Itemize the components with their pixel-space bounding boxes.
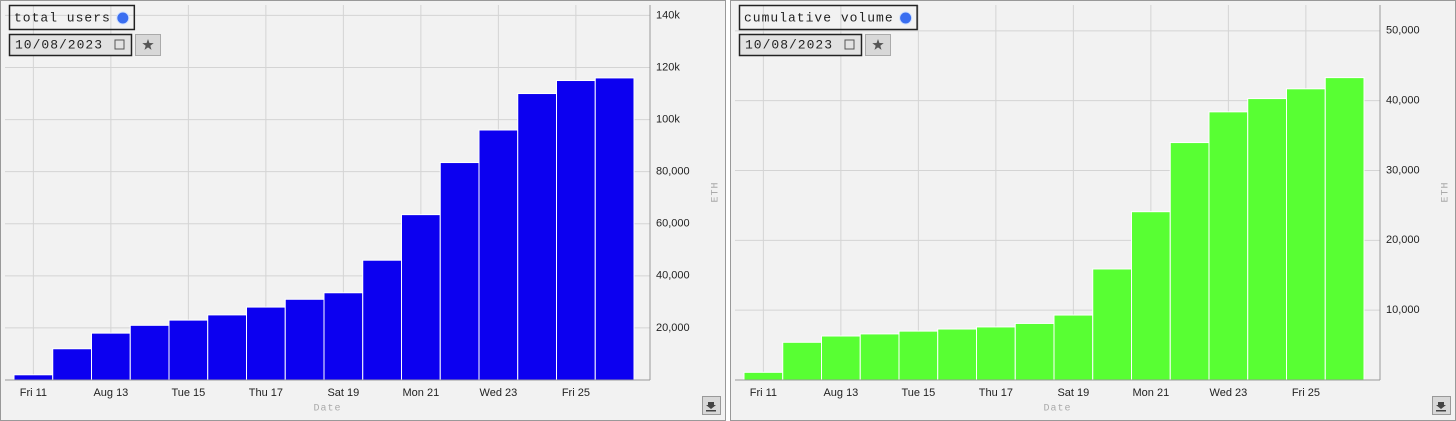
- x-tick-label: Thu 17: [979, 387, 1013, 399]
- y-axis-label: ETH: [711, 181, 722, 202]
- y-tick-label: 80,000: [656, 166, 690, 178]
- y-tick-label: 50,000: [1386, 25, 1420, 37]
- y-tick-label: 30,000: [1386, 164, 1420, 176]
- title-icon: [116, 11, 130, 25]
- x-tick-label: Sat 19: [1057, 387, 1089, 399]
- x-tick-label: Wed 23: [480, 387, 518, 399]
- download-icon: [1436, 402, 1446, 412]
- bar: [1286, 88, 1326, 381]
- bar: [937, 328, 977, 381]
- y-axis-label: ETH: [1441, 181, 1452, 202]
- bar: [401, 214, 441, 381]
- bar: [1247, 98, 1287, 381]
- bar: [743, 371, 784, 381]
- bar: [1014, 322, 1055, 381]
- bar: [556, 80, 596, 381]
- bar: [284, 298, 325, 381]
- bar: [1053, 314, 1094, 381]
- bar: [1092, 268, 1132, 381]
- x-tick-label: Wed 23: [1210, 387, 1248, 399]
- x-tick-label: Thu 17: [249, 387, 283, 399]
- date-box[interactable]: [738, 33, 863, 57]
- bar: [246, 306, 286, 381]
- bar: [1324, 77, 1365, 381]
- x-tick-label: Fri 11: [750, 387, 777, 399]
- x-tick-label: Fri 25: [1292, 387, 1320, 399]
- bar: [976, 326, 1016, 381]
- x-tick-label: Mon 21: [1133, 387, 1170, 399]
- star-icon: [872, 39, 884, 50]
- x-tick-label: Fri 25: [562, 387, 590, 399]
- y-tick-label: 20,000: [656, 322, 690, 334]
- x-tick-label: Fri 11: [20, 387, 47, 399]
- x-tick-label: Tue 15: [171, 387, 205, 399]
- bar: [129, 324, 170, 381]
- title-box: [738, 4, 918, 31]
- bar: [13, 374, 54, 381]
- y-tick-label: 20,000: [1386, 234, 1420, 246]
- bar: [859, 333, 900, 381]
- y-tick-label: 40,000: [656, 270, 690, 282]
- chart-title: cumulative volume: [744, 10, 894, 25]
- x-tick-label: Tue 15: [901, 387, 935, 399]
- y-tick-label: 120k: [656, 61, 680, 73]
- bar: [168, 319, 209, 381]
- x-tick-label: Mon 21: [403, 387, 440, 399]
- y-tick-label: 60,000: [656, 218, 690, 230]
- bar: [207, 314, 247, 381]
- bar: [1131, 211, 1171, 381]
- title-icon: [899, 11, 913, 25]
- bar: [821, 335, 861, 381]
- date-input: 10/08/2023: [745, 37, 833, 52]
- x-axis-label: Date: [313, 404, 341, 415]
- bar: [52, 348, 92, 381]
- download-icon: [706, 402, 716, 412]
- bar: [1208, 111, 1249, 381]
- y-tick-label: 100k: [656, 113, 680, 125]
- star-icon: [142, 39, 154, 50]
- bar: [439, 162, 480, 381]
- y-tick-label: 10,000: [1386, 304, 1420, 316]
- bar: [782, 341, 822, 381]
- date-input: 10/08/2023: [15, 37, 103, 52]
- chart-title: total users: [14, 10, 111, 25]
- y-tick-label: 140k: [656, 9, 680, 21]
- date-box[interactable]: [8, 33, 133, 57]
- bar: [478, 129, 519, 381]
- x-tick-label: Sat 19: [327, 387, 359, 399]
- bar: [323, 292, 364, 381]
- x-tick-label: Aug 13: [823, 387, 858, 399]
- x-axis-label: Date: [1043, 404, 1071, 415]
- bar: [1169, 142, 1210, 381]
- y-tick-label: 40,000: [1386, 95, 1420, 107]
- bar: [898, 330, 939, 381]
- title-box: [8, 4, 136, 31]
- x-tick-label: Aug 13: [93, 387, 128, 399]
- bar: [517, 93, 557, 381]
- bar: [594, 77, 635, 381]
- calendar-icon: [114, 39, 125, 50]
- bar: [362, 259, 402, 381]
- bar: [91, 332, 131, 381]
- calendar-icon: [844, 39, 855, 50]
